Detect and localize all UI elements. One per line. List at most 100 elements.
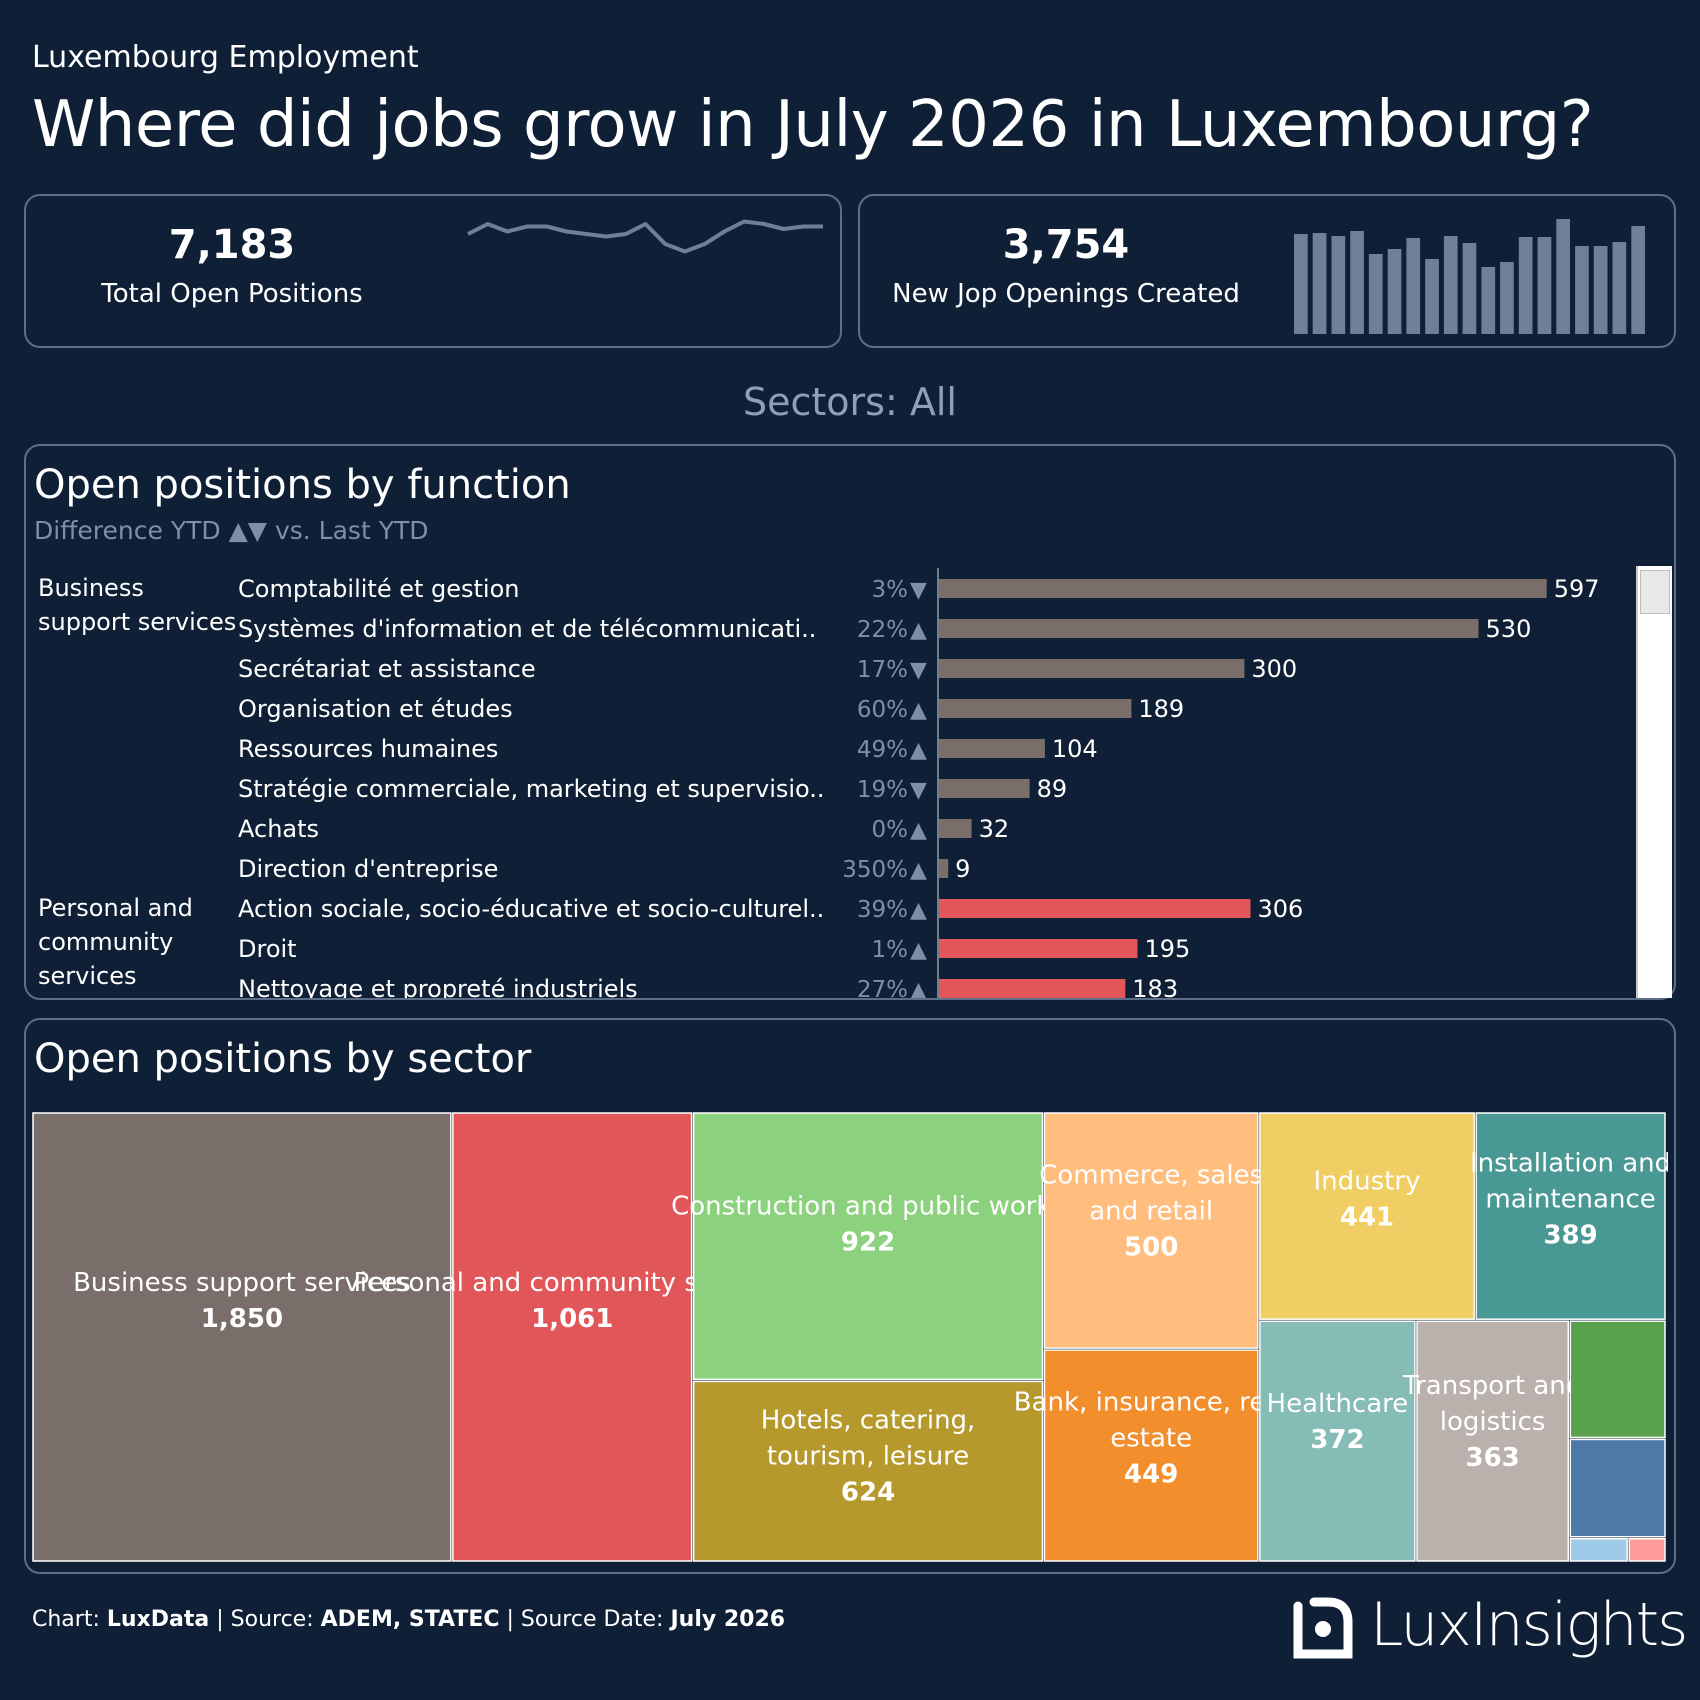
function-diff-label: 17% <box>857 657 908 683</box>
function-diff-label: 1% <box>872 937 909 963</box>
footer-date-label: Source Date: <box>520 1607 664 1632</box>
arrow-up-icon: ▲ <box>910 738 927 763</box>
treemap-cell[interactable]: Installation and maintenance 389 <box>1470 1112 1668 1320</box>
function-bar[interactable] <box>939 579 1547 598</box>
treemap-cell-rect[interactable] <box>1475 1112 1666 1320</box>
arrow-up-icon: ▲ <box>910 818 927 843</box>
treemap-cell-rect[interactable] <box>1569 1320 1666 1439</box>
function-row-label: Direction d'entreprise <box>238 855 498 883</box>
scrollbar-thumb[interactable] <box>1640 570 1670 614</box>
function-bar[interactable] <box>939 979 1126 998</box>
treemap-cell[interactable]: Transport and logistics 363 <box>1402 1320 1582 1562</box>
function-bar[interactable] <box>939 819 972 838</box>
function-bar[interactable] <box>939 659 1245 678</box>
arrow-down-icon: ▼ <box>910 658 927 683</box>
sector-filter-label[interactable]: Sectors: All <box>743 380 957 424</box>
treemap-cell[interactable]: Hotels, catering, tourism, leisure 624 <box>692 1380 1044 1562</box>
sparkline-bar <box>1593 246 1608 334</box>
function-row-label: Nettoyage et propreté industriels <box>238 975 638 998</box>
kpi-label: Total Open Positions <box>101 279 363 309</box>
treemap-cell-rect[interactable] <box>1416 1320 1570 1562</box>
dashboard-title: Where did jobs grow in July 2026 in Luxe… <box>32 88 1594 162</box>
function-row-label: Stratégie commerciale, marketing et supe… <box>238 775 825 803</box>
function-diff-label: 27% <box>857 977 908 998</box>
function-row-label: Action sociale, socio-éducative et socio… <box>238 895 824 923</box>
function-panel-title: Open positions by function <box>34 462 571 508</box>
treemap-cell-label: Installation and <box>1470 1148 1668 1178</box>
treemap-cell-rect[interactable] <box>452 1112 693 1562</box>
treemap-cell-rect[interactable] <box>1043 1349 1259 1562</box>
treemap-cell-value: 372 <box>1310 1425 1364 1455</box>
function-value-label: 597 <box>1554 575 1600 603</box>
treemap-cell-rect[interactable] <box>1628 1537 1666 1562</box>
kpi-sparkline-line <box>467 219 823 254</box>
sparkline-bar <box>1556 219 1570 334</box>
sparkline-bar <box>1350 231 1364 334</box>
arrow-up-icon: ▲ <box>910 698 927 723</box>
logo-wordmark: LuxInsights <box>1370 1590 1688 1660</box>
sparkline-bar <box>1462 243 1477 334</box>
kpi-label: New Jop Openings Created <box>892 279 1240 309</box>
function-bar[interactable] <box>939 939 1138 958</box>
arrow-up-icon: ▲ <box>910 858 927 883</box>
treemap-cell-rect[interactable] <box>1569 1438 1666 1538</box>
function-row-label: Droit <box>238 935 297 963</box>
arrow-up-icon: ▲ <box>910 978 927 998</box>
function-bar-chart: Business support services Personal and comm… <box>38 568 1600 998</box>
function-diff-label: 60% <box>857 697 908 723</box>
function-bar[interactable] <box>939 899 1251 918</box>
arrow-up-icon: ▲ <box>910 898 927 923</box>
function-value-label: 89 <box>1037 775 1068 803</box>
treemap-cell-rect[interactable] <box>1569 1537 1628 1562</box>
treemap-cell-label: tourism, leisure <box>767 1442 969 1472</box>
function-row-label: Secrétariat et assistance <box>238 655 536 683</box>
treemap-cell-label: and retail <box>1089 1197 1213 1227</box>
arrow-down-icon: ▼ <box>910 578 927 603</box>
treemap-cell[interactable]: Business support services 1,850 <box>32 1112 452 1562</box>
treemap-cell-value: 1,061 <box>531 1304 613 1334</box>
sparkline-line <box>467 219 823 254</box>
function-panel <box>24 444 1676 1000</box>
treemap-cell-rect[interactable] <box>1259 1112 1475 1320</box>
treemap-cell[interactable] <box>1628 1537 1666 1562</box>
treemap-cell-rect[interactable] <box>1043 1112 1259 1349</box>
treemap-cell-value: 624 <box>841 1478 895 1508</box>
treemap-cell-rect[interactable] <box>692 1112 1044 1381</box>
kpi-value: 7,183 <box>168 222 296 268</box>
treemap-cell[interactable]: Bank, insurance, real estate 449 <box>1014 1349 1289 1562</box>
function-bar[interactable] <box>939 779 1030 798</box>
treemap-cell-label: Business support services <box>73 1268 411 1298</box>
treemap-cell[interactable] <box>1569 1320 1666 1439</box>
treemap-cell-rect[interactable] <box>692 1380 1044 1562</box>
function-bar[interactable] <box>939 619 1479 638</box>
treemap-cell[interactable]: Commerce, sales and retail 500 <box>1039 1112 1263 1349</box>
treemap-cell[interactable] <box>1569 1438 1666 1538</box>
treemap-cell[interactable]: Healthcare 372 <box>1259 1320 1416 1562</box>
function-row-label: Systèmes d'information et de télécommuni… <box>238 615 816 643</box>
kpi-card-new-openings: 3,754 New Jop Openings Created <box>858 194 1676 348</box>
treemap-cell-rect[interactable] <box>32 1112 452 1562</box>
treemap-cell[interactable]: Construction and public works 922 <box>671 1112 1065 1381</box>
function-diff-label: 19% <box>857 777 908 803</box>
footer-separator: | <box>506 1607 514 1632</box>
function-value-label: 306 <box>1258 895 1304 923</box>
treemap-cell-label: estate <box>1110 1424 1192 1454</box>
sparkline-bar <box>1518 237 1533 334</box>
treemap-cell-label: Bank, insurance, real <box>1014 1388 1289 1418</box>
sparkline-bar <box>1631 226 1645 334</box>
luxinsights-logo: LuxInsights <box>1290 1588 1688 1668</box>
function-bar[interactable] <box>939 739 1045 758</box>
function-bar[interactable] <box>939 699 1132 718</box>
function-panel-scrollbar[interactable] <box>1636 566 1672 998</box>
treemap-cell-rect[interactable] <box>1259 1320 1416 1562</box>
treemap-cell[interactable]: Industry 441 <box>1259 1112 1475 1320</box>
sparkline-bar <box>1481 267 1496 334</box>
treemap-cell[interactable] <box>1569 1537 1628 1562</box>
sparkline-bar <box>1387 249 1402 334</box>
dashboard-kicker: Luxembourg Employment <box>32 40 419 75</box>
function-bar[interactable] <box>939 859 949 878</box>
treemap-cell-value: 1,850 <box>201 1304 283 1334</box>
footer-chart-label: Chart: <box>32 1607 100 1632</box>
arrow-up-icon: ▲ <box>910 938 927 963</box>
sparkline-bar <box>1312 233 1327 334</box>
